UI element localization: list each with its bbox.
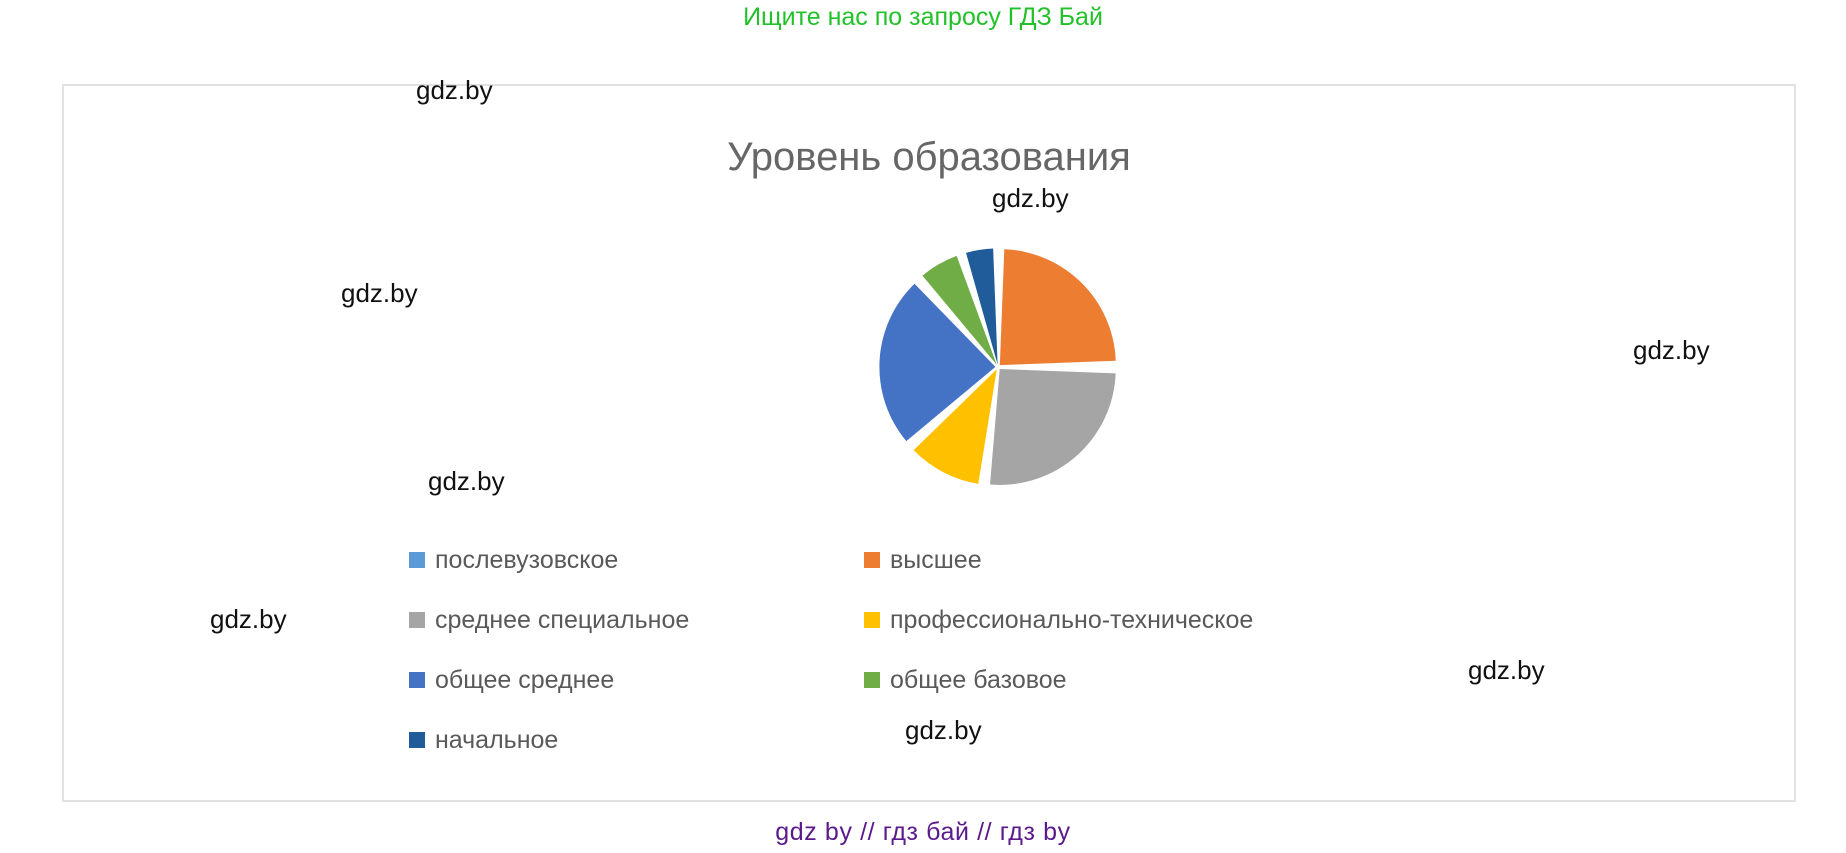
legend-swatch-icon <box>864 612 880 628</box>
legend-item-label: послевузовское <box>435 546 619 574</box>
gdz-watermark: gdz.by <box>210 604 287 634</box>
legend-item-obshchee-srednee[interactable]: общее среднее <box>409 666 864 694</box>
pie-chart-svg <box>879 248 1116 485</box>
legend-item-professionalno-tehnicheskoe[interactable]: профессионально-техническое <box>864 606 1464 634</box>
legend-item-nachalnoe[interactable]: начальное <box>409 726 864 754</box>
pie-chart <box>870 239 1126 495</box>
legend-item-label: профессионально-техническое <box>890 606 1254 634</box>
gdz-watermark: gdz.by <box>1468 655 1545 685</box>
legend-item-label: среднее специальное <box>435 606 690 634</box>
gdz-watermark: gdz.by <box>992 183 1069 213</box>
pie-slice[interactable] <box>913 369 997 484</box>
top-promo-banner: Ищите нас по запросу ГДЗ Бай <box>743 3 1103 31</box>
legend-item-poslevuzovskoe[interactable]: послевузовское <box>409 546 864 574</box>
pie-slice-group <box>879 248 1116 485</box>
pie-slice[interactable] <box>999 249 1116 366</box>
legend-swatch-icon <box>409 672 425 688</box>
legend-item-vysshee[interactable]: высшее <box>864 546 1464 574</box>
legend-swatch-icon <box>409 552 425 568</box>
legend-item-label: общее базовое <box>890 666 1067 694</box>
legend-item-label: общее среднее <box>435 666 615 694</box>
legend-swatch-icon <box>409 732 425 748</box>
legend-swatch-icon <box>864 672 880 688</box>
legend-row: послевузовское высшее <box>409 530 1499 590</box>
gdz-watermark: gdz.by <box>905 715 982 745</box>
gdz-watermark: gdz.by <box>341 278 418 308</box>
chart-container: Уровень образования послевузовское высше… <box>62 84 1796 802</box>
chart-title: Уровень образования <box>727 135 1131 179</box>
legend-item-label: высшее <box>890 546 982 574</box>
pie-slice[interactable] <box>966 248 998 365</box>
gdz-watermark: gdz.by <box>416 75 493 105</box>
bottom-promo-banner: gdz by // гдз бай // гдз by <box>775 818 1071 846</box>
pie-slice[interactable] <box>879 283 996 442</box>
gdz-watermark: gdz.by <box>428 466 505 496</box>
pie-slice[interactable] <box>922 255 997 365</box>
legend-item-label: начальное <box>435 726 559 754</box>
legend-row: общее среднее общее базовое <box>409 650 1499 710</box>
legend-row: начальное <box>409 710 1499 770</box>
pie-slice[interactable] <box>990 368 1116 485</box>
gdz-watermark: gdz.by <box>1633 335 1710 365</box>
legend-row: среднее специальное профессионально-техн… <box>409 590 1499 650</box>
legend-swatch-icon <box>409 612 425 628</box>
legend-item-obshchee-bazovoe[interactable]: общее базовое <box>864 666 1464 694</box>
chart-legend: послевузовское высшее среднее специально… <box>409 530 1499 770</box>
legend-swatch-icon <box>864 552 880 568</box>
legend-item-srednee-specialnoe[interactable]: среднее специальное <box>409 606 864 634</box>
